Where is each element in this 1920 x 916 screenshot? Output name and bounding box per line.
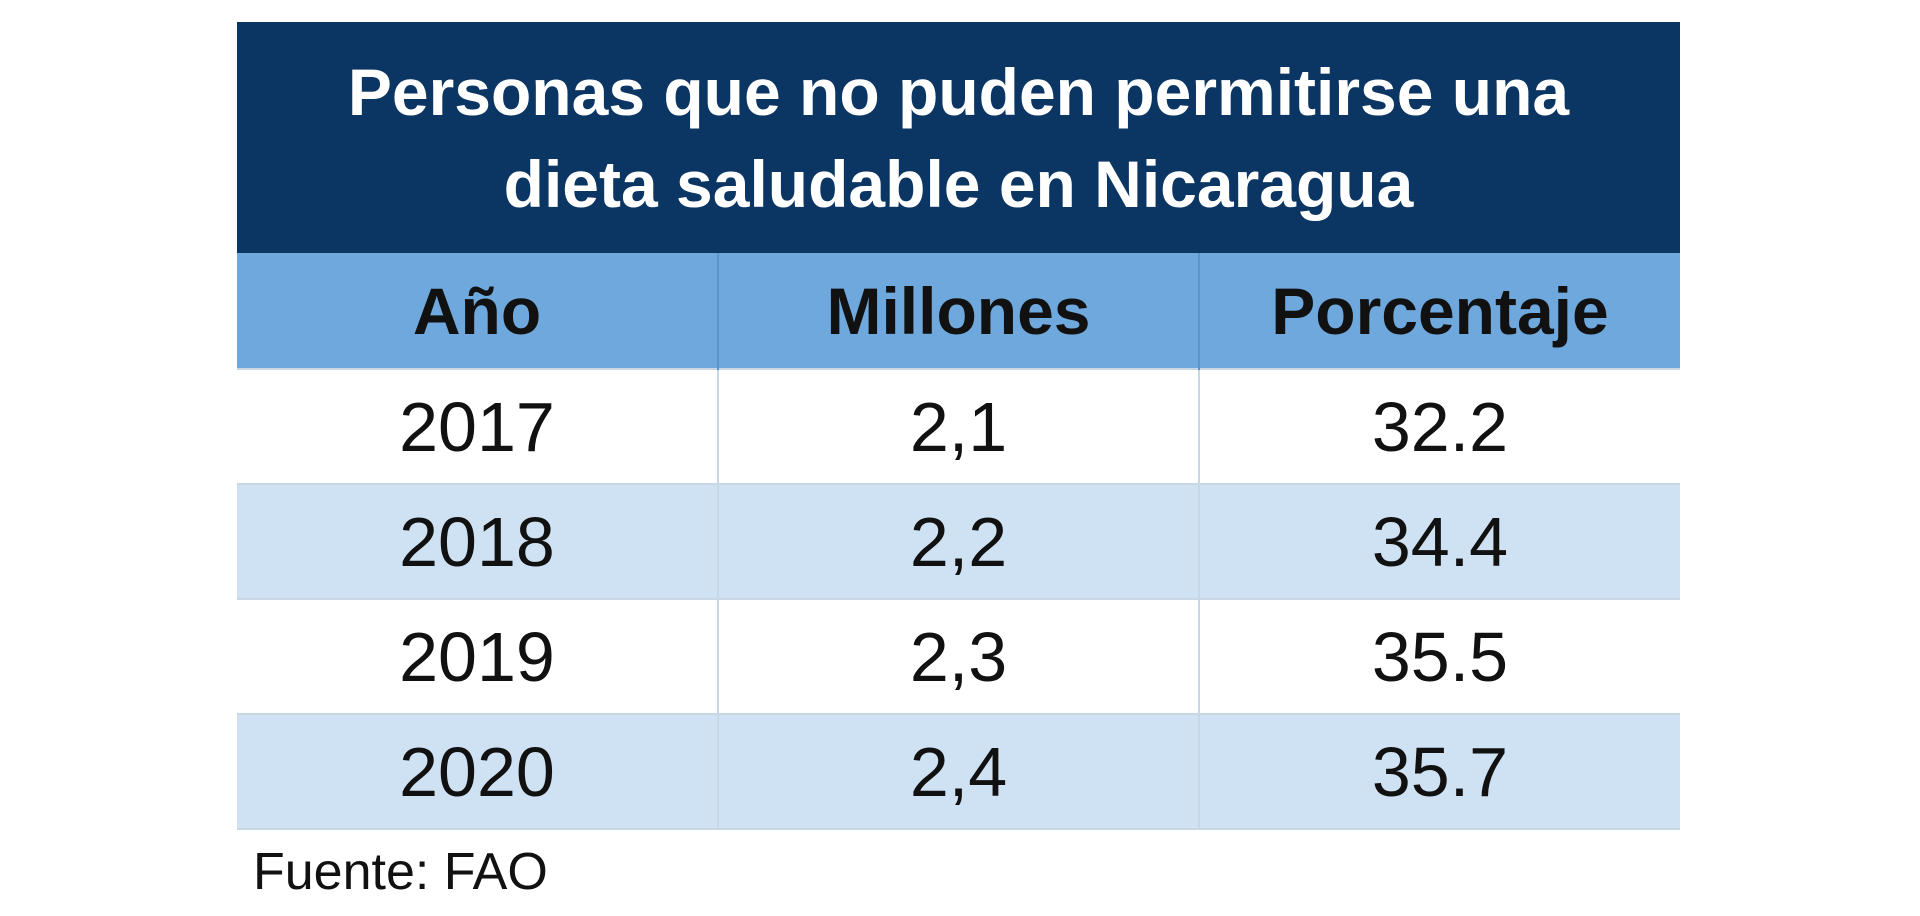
column-header-percentage: Porcentaje	[1198, 253, 1680, 369]
cell-year: 2017	[237, 368, 718, 484]
table-row: 2018 2,2 34.4	[237, 483, 1680, 599]
table-title: Personas que no puden permitirse una die…	[237, 22, 1680, 253]
source-note: Fuente: FAO	[253, 843, 548, 901]
cell-percentage: 34.4	[1198, 483, 1680, 599]
cell-millions: 2,3	[717, 598, 1199, 714]
cell-millions: 2,4	[717, 713, 1199, 830]
column-header-millions: Millones	[717, 253, 1199, 369]
header-row: Año Millones Porcentaje	[237, 253, 1680, 369]
table-row: 2019 2,3 35.5	[237, 598, 1680, 714]
cell-year: 2018	[237, 483, 718, 599]
cell-percentage: 32.2	[1198, 368, 1680, 484]
cell-year: 2019	[237, 598, 718, 714]
cell-year: 2020	[237, 713, 718, 830]
table-row: 2020 2,4 35.7	[237, 713, 1680, 830]
data-table: Año Millones Porcentaje 2017 2,1 32.2 20…	[237, 253, 1680, 830]
title-line-2: dieta saludable en Nicaragua	[503, 146, 1414, 221]
cell-percentage: 35.7	[1198, 713, 1680, 830]
title-line-1: Personas que no puden permitirse una	[347, 54, 1570, 129]
cell-millions: 2,2	[717, 483, 1199, 599]
table-figure: Personas que no puden permitirse una die…	[237, 22, 1680, 902]
column-header-year: Año	[237, 253, 718, 369]
cell-millions: 2,1	[717, 368, 1199, 484]
cell-percentage: 35.5	[1198, 598, 1680, 714]
table-row: 2017 2,1 32.2	[237, 368, 1680, 484]
